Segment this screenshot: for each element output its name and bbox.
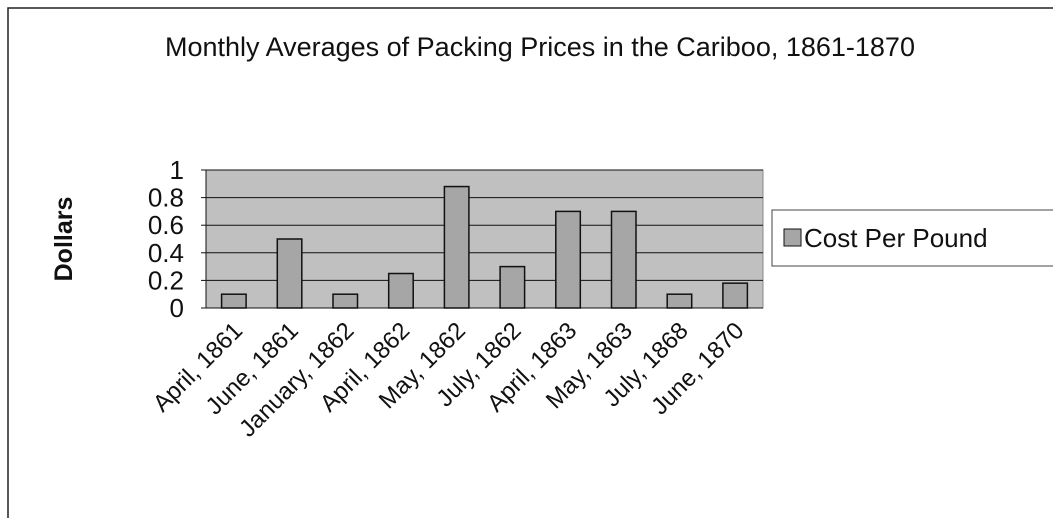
bar <box>499 265 526 309</box>
bar <box>332 293 359 309</box>
y-tick-label: 0 <box>170 293 184 323</box>
bar <box>387 272 414 309</box>
y-tick-label: 0.6 <box>148 210 184 240</box>
y-tick-label: 1 <box>170 155 184 185</box>
chart-frame <box>7 7 1053 518</box>
bar <box>276 238 303 309</box>
bar <box>555 210 582 309</box>
bar <box>666 293 693 309</box>
bar <box>443 185 470 309</box>
legend-box <box>771 209 1053 267</box>
legend-swatch <box>783 228 802 247</box>
bar <box>722 282 749 309</box>
y-tick-label: 0.8 <box>148 183 184 213</box>
chart-title: Monthly Averages of Packing Prices in th… <box>165 32 915 62</box>
bar <box>610 210 637 309</box>
legend-label: Cost Per Pound <box>804 223 988 253</box>
y-tick-label: 0.4 <box>148 238 184 268</box>
y-axis-label: Dollars <box>50 197 78 282</box>
y-tick-label: 0.2 <box>148 265 184 295</box>
bar <box>220 293 247 309</box>
